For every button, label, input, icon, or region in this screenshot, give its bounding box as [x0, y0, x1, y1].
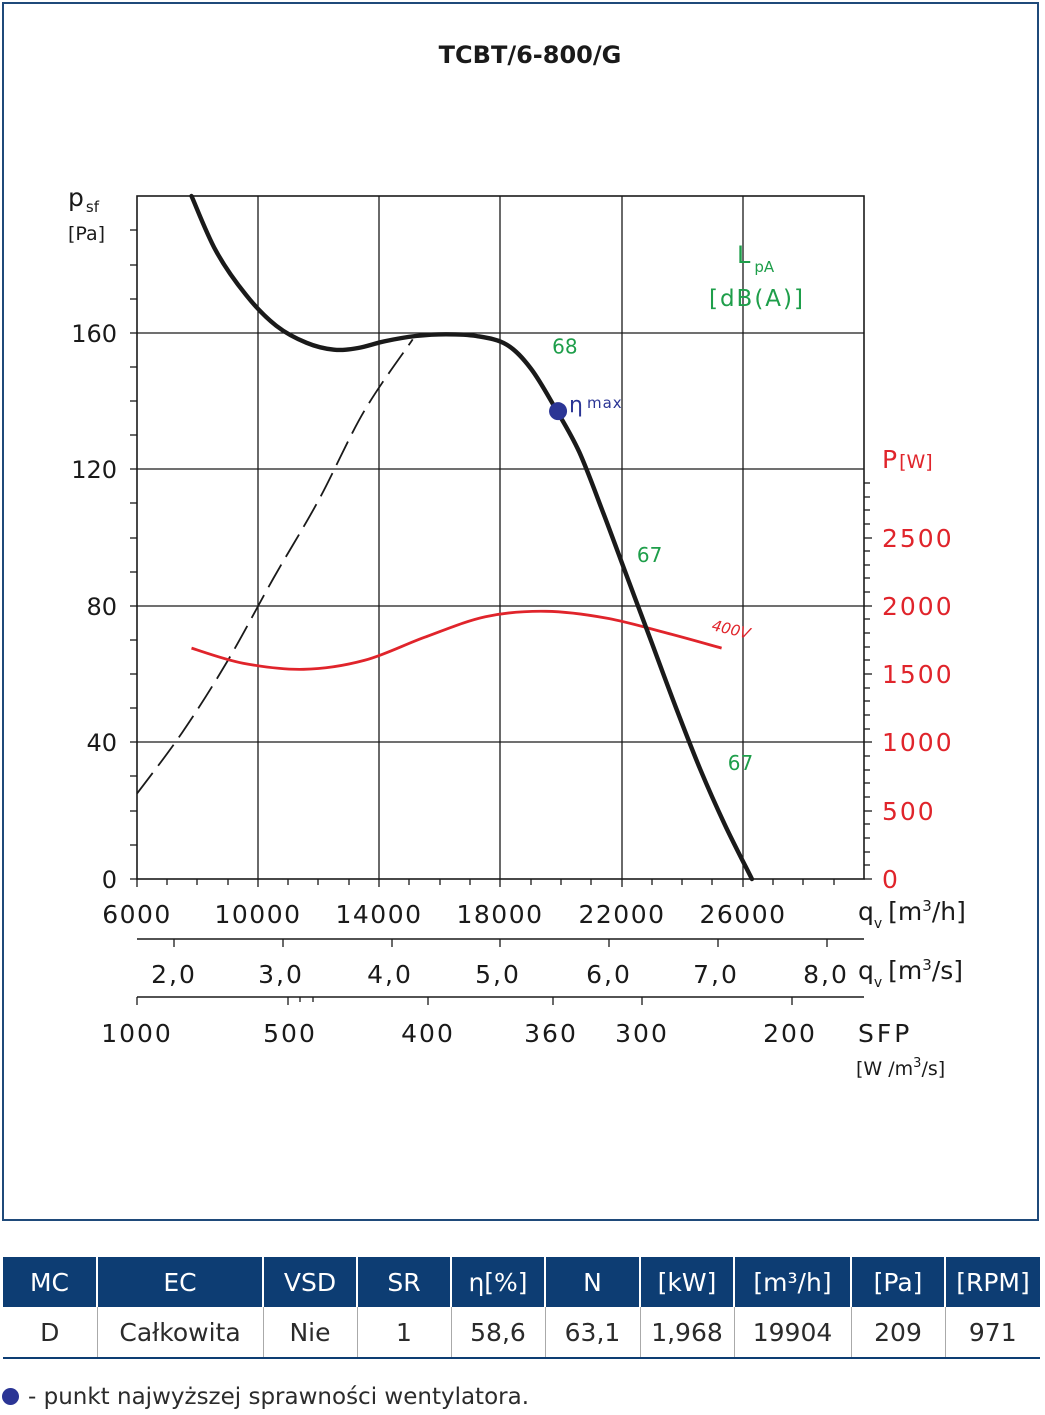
- y-tick-40: 40: [86, 729, 117, 757]
- fan-performance-chart: TCBT/6-800/G 0 40 80 120 160 p sf [Pa]: [68, 41, 966, 1080]
- eta-max-label: η max: [569, 393, 623, 418]
- y-tick-120: 120: [71, 456, 117, 484]
- xs-tick-7: 7,0: [693, 960, 739, 989]
- eta-max-point: [549, 402, 568, 421]
- y2-tick-1000: 1000: [882, 728, 954, 757]
- chart-title: TCBT/6-800/G: [439, 41, 622, 69]
- y-axis-ticks: [130, 229, 137, 880]
- cell-mc: D: [3, 1307, 97, 1359]
- y-axis-label: p sf: [68, 183, 100, 216]
- x-axis-m3s-label: qv [m3/s]: [858, 956, 963, 991]
- x-tick-22000: 22000: [578, 900, 665, 929]
- x-tick-6000: 6000: [102, 900, 172, 929]
- xs-tick-3: 3,0: [258, 960, 304, 989]
- x-tick-10000: 10000: [214, 900, 301, 929]
- cell-rpm: 971: [944, 1307, 1040, 1359]
- y2-tick-2000: 2000: [882, 592, 954, 621]
- cell-m3h: 19904: [733, 1307, 851, 1359]
- table-row: D Całkowita Nie 1 58,6 63,1 1,968 19904 …: [3, 1307, 1040, 1359]
- y2-axis-ticks: [864, 482, 872, 880]
- lpa-mark: 67: [728, 751, 753, 775]
- col-pa: [Pa]: [850, 1257, 945, 1307]
- y2-tick-0: 0: [882, 865, 900, 894]
- sfp-axis-label: SFP: [858, 1019, 912, 1048]
- power-curve-400v: [191, 609, 722, 671]
- x-axis-m3s-ticks: [173, 939, 828, 947]
- sfp-axis-ticks: [136, 997, 793, 1005]
- chart-frame: [2, 2, 1039, 1221]
- x-axis-m3h-label: qv [m3/h]: [858, 897, 966, 932]
- x-tick-18000: 18000: [456, 900, 543, 929]
- y2-tick-500: 500: [882, 797, 936, 826]
- cell-kw: 1,968: [639, 1307, 734, 1359]
- lpa-mark: 68: [552, 335, 577, 359]
- table-header-row: MC EC VSD SR η[%] N [kW] [m³/h] [Pa] [RP…: [3, 1257, 1040, 1307]
- col-ec: EC: [96, 1257, 263, 1307]
- system-curve-dashed: [136, 338, 414, 795]
- y2-tick-2500: 2500: [882, 524, 954, 553]
- col-kw: [kW]: [639, 1257, 734, 1307]
- lpa-mark: 67: [637, 543, 662, 567]
- cell-vsd: Nie: [262, 1307, 357, 1359]
- cell-pa: 209: [850, 1307, 945, 1359]
- y2-tick-1500: 1500: [882, 660, 954, 689]
- x-axis-m3h-ticks: [136, 879, 835, 887]
- cell-n: 63,1: [544, 1307, 640, 1359]
- col-n: N: [544, 1257, 640, 1307]
- footnote: - punkt najwyższej sprawności wentylator…: [2, 1384, 529, 1410]
- sfp-tick-400: 400: [401, 1019, 455, 1048]
- y-tick-80: 80: [86, 593, 117, 621]
- xs-tick-4: 4,0: [367, 960, 413, 989]
- eta-max-legend-dot: [2, 1388, 19, 1405]
- y2-axis-label: P [W]: [882, 445, 933, 474]
- cell-eta: 58,6: [450, 1307, 545, 1359]
- sfp-tick-200: 200: [763, 1019, 817, 1048]
- col-rpm: [RPM]: [944, 1257, 1040, 1307]
- lpa-unit: [dB(A)]: [709, 286, 805, 312]
- pressure-curve: [189, 193, 755, 882]
- xs-tick-2: 2,0: [151, 960, 197, 989]
- xs-tick-5: 5,0: [475, 960, 521, 989]
- xs-tick-6: 6,0: [586, 960, 632, 989]
- sfp-axis-unit: [W /m3/s]: [856, 1056, 945, 1080]
- sfp-tick-300: 300: [615, 1019, 669, 1048]
- cell-sr: 1: [356, 1307, 451, 1359]
- sfp-tick-500: 500: [263, 1019, 317, 1048]
- sfp-tick-360: 360: [524, 1019, 578, 1048]
- power-curve-label: 400V: [710, 616, 754, 643]
- col-vsd: VSD: [262, 1257, 357, 1307]
- cell-ec: Całkowita: [96, 1307, 263, 1359]
- x-tick-26000: 26000: [699, 900, 786, 929]
- y-tick-160: 160: [71, 320, 117, 348]
- sfp-tick-1000: 1000: [101, 1019, 173, 1048]
- y-tick-0: 0: [102, 866, 117, 894]
- col-m3h: [m³/h]: [733, 1257, 851, 1307]
- col-mc: MC: [3, 1257, 97, 1307]
- xs-tick-8: 8,0: [803, 960, 849, 989]
- footnote-text: - punkt najwyższej sprawności wentylator…: [28, 1384, 530, 1410]
- col-sr: SR: [356, 1257, 451, 1307]
- x-tick-14000: 14000: [335, 900, 422, 929]
- col-eta: η[%]: [450, 1257, 545, 1307]
- y-axis-unit: [Pa]: [68, 223, 105, 245]
- spec-table: MC EC VSD SR η[%] N [kW] [m³/h] [Pa] [RP…: [3, 1257, 1040, 1359]
